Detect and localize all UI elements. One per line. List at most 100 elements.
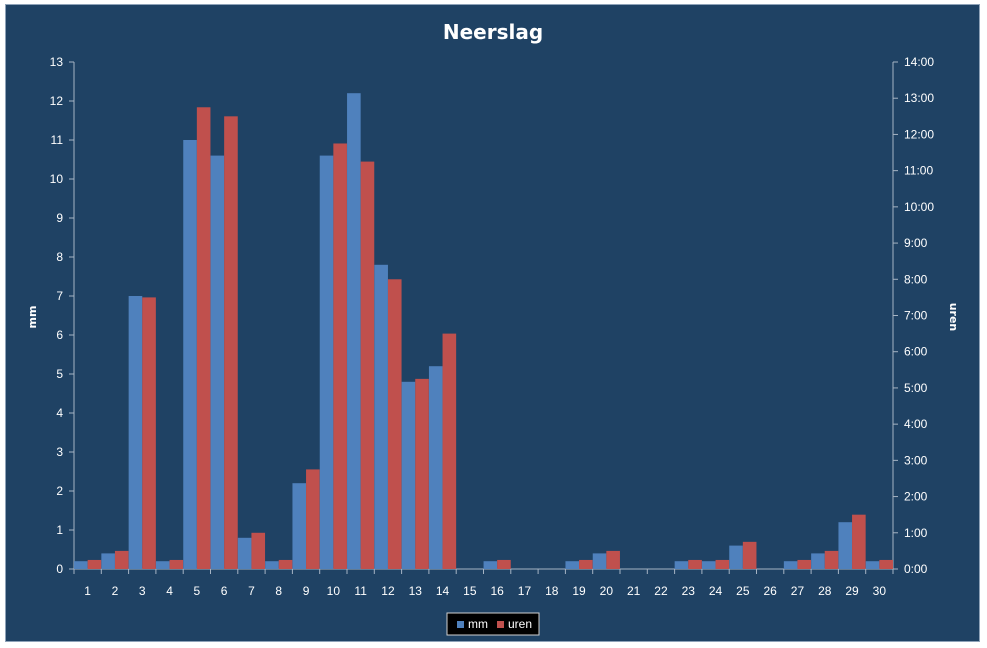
bar-mm: [483, 561, 498, 569]
x-tick-label: 30: [873, 584, 887, 598]
axes: 0123456789101112130:001:002:003:004:005:…: [50, 55, 935, 598]
bar-uren: [415, 378, 429, 569]
x-tick-label: 28: [818, 584, 832, 598]
bar-mm: [838, 522, 853, 569]
x-tick-label: 20: [600, 584, 614, 598]
x-tick-label: 21: [627, 584, 641, 598]
bar-mm: [701, 561, 716, 569]
x-tick-label: 16: [490, 584, 504, 598]
x-tick-label: 6: [221, 584, 228, 598]
bar-uren: [169, 559, 184, 569]
y-right-tick-label: 5:00: [904, 381, 928, 395]
x-tick-label: 4: [166, 584, 173, 598]
bar-mm: [783, 561, 798, 569]
bar-mm: [210, 155, 225, 569]
x-tick-label: 23: [682, 584, 696, 598]
bar-mm: [347, 93, 361, 569]
bar-uren: [497, 559, 511, 569]
chart-area: Neerslag mm uren 0 1 2 3 4 5 6 7 8 9 10 11 12 13 0:00 1…: [5, 4, 980, 642]
y-left-tick-label: 1: [56, 523, 63, 537]
bar-mm: [101, 553, 115, 569]
y-left-tick-label: 4: [56, 406, 63, 420]
bar-uren: [742, 541, 757, 569]
legend-label-mm: mm: [468, 617, 488, 631]
bar-uren: [824, 550, 839, 569]
y-left-axis-label: mm: [26, 306, 39, 329]
y-right-tick-label: 9:00: [904, 236, 928, 250]
y-right-tick-label: 1:00: [904, 526, 928, 540]
y-right-tick-label: 2:00: [904, 490, 928, 504]
bar-uren: [688, 559, 702, 569]
chart-svg: Neerslag mm uren 0123456789101112130:001…: [26, 20, 960, 636]
legend-swatch-mm: [457, 621, 464, 628]
x-tick-label: 13: [409, 584, 423, 598]
bars: [74, 93, 893, 570]
bar-mm: [319, 155, 334, 569]
bar-uren: [360, 161, 375, 569]
bar-uren: [797, 559, 812, 569]
x-tick-label: 7: [248, 584, 255, 598]
bar-mm: [674, 561, 689, 569]
bar-mm: [128, 296, 143, 569]
bar-mm: [237, 537, 252, 569]
bar-uren: [606, 550, 620, 569]
y-left-tick-label: 12: [50, 94, 64, 108]
x-tick-label: 12: [381, 584, 395, 598]
x-tick-label: 9: [303, 584, 310, 598]
bar-mm: [183, 140, 197, 569]
y-left-tick-label: 9: [56, 211, 63, 225]
y-left-tick-label: 13: [50, 55, 64, 69]
y-right-tick-label: 14:00: [904, 55, 934, 69]
y-right-tick-label: 6:00: [904, 345, 928, 359]
y-right-tick-label: 10:00: [904, 200, 934, 214]
y-right-tick-label: 7:00: [904, 309, 928, 323]
y-right-tick-label: 4:00: [904, 417, 928, 431]
y-left-tick-label: 7: [56, 289, 63, 303]
bar-uren: [387, 279, 402, 569]
bar-mm: [374, 264, 388, 569]
bar-mm: [74, 561, 88, 569]
bar-uren: [142, 297, 156, 569]
bar-uren: [87, 559, 102, 569]
bar-mm: [292, 483, 307, 569]
bar-mm: [729, 545, 743, 569]
bar-uren: [879, 559, 893, 569]
y-left-tick-label: 10: [50, 172, 64, 186]
bar-mm: [265, 561, 279, 569]
bar-mm: [865, 561, 880, 569]
x-tick-label: 29: [845, 584, 859, 598]
bar-mm: [428, 366, 443, 569]
bar-uren: [442, 333, 457, 569]
x-tick-label: 18: [545, 584, 559, 598]
bar-uren: [715, 559, 730, 569]
legend-box: [446, 612, 540, 636]
y-left-tick-label: 11: [51, 133, 64, 147]
x-tick-label: 3: [139, 584, 146, 598]
y-left-tick-label: 8: [56, 250, 63, 264]
y-left-tick-label: 2: [56, 484, 63, 498]
bar-mm: [592, 553, 607, 569]
x-tick-label: 19: [572, 584, 586, 598]
y-left-tick-label: 6: [56, 328, 63, 342]
y-right-tick-label: 12:00: [904, 127, 934, 141]
bar-mm: [811, 553, 825, 569]
bar-uren: [579, 559, 593, 569]
x-tick-label: 15: [463, 584, 477, 598]
y-right-tick-label: 3:00: [904, 453, 928, 467]
x-tick-label: 26: [763, 584, 777, 598]
bar-uren: [196, 107, 211, 570]
legend: mm uren: [446, 612, 540, 636]
y-right-tick-label: 11:00: [904, 164, 933, 178]
x-tick-label: 5: [194, 584, 201, 598]
y-right-tick-label: 8:00: [904, 272, 928, 286]
bar-uren: [306, 469, 320, 569]
legend-swatch-uren: [497, 621, 504, 628]
bar-mm: [155, 561, 170, 569]
bar-mm: [401, 381, 416, 569]
x-tick-label: 2: [112, 584, 119, 598]
y-left-tick-label: 5: [56, 367, 63, 381]
x-tick-label: 24: [709, 584, 723, 598]
bar-uren: [224, 116, 238, 570]
bar-mm: [565, 561, 580, 569]
y-left-tick-label: 0: [56, 562, 63, 576]
